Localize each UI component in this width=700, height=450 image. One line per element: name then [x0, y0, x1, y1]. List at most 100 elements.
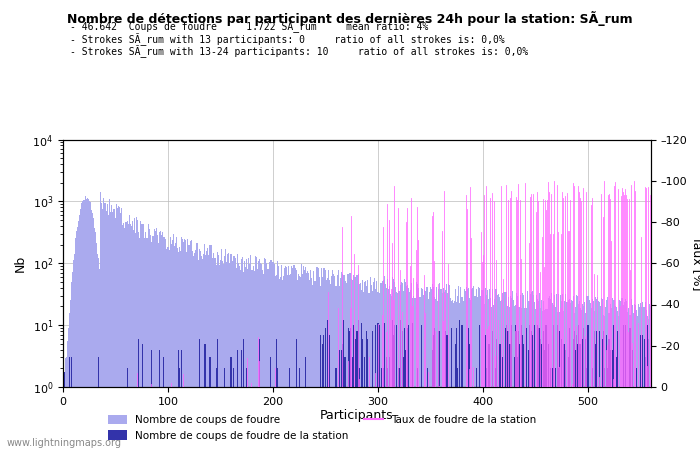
Bar [117, 208, 118, 450]
Bar [314, 281, 316, 450]
Bar [536, 295, 537, 450]
Bar [85, 199, 87, 450]
Bar [123, 223, 125, 450]
Bar [438, 331, 440, 450]
Bar [431, 289, 432, 450]
Bar [459, 303, 461, 450]
Bar [404, 279, 405, 450]
Bar [98, 357, 99, 450]
Bar [265, 259, 266, 450]
Bar [626, 301, 627, 450]
Bar [554, 295, 555, 450]
Bar [172, 240, 173, 450]
Bar [537, 325, 538, 450]
Bar [230, 254, 232, 450]
Bar [94, 228, 95, 450]
Bar [633, 313, 634, 450]
Bar [332, 270, 333, 450]
Bar [85, 387, 87, 450]
Bar [388, 289, 389, 450]
Bar [438, 288, 440, 450]
Bar [505, 292, 507, 450]
Bar [383, 369, 384, 450]
Bar [90, 387, 91, 450]
Bar [518, 331, 519, 450]
Bar [295, 339, 297, 450]
Bar [392, 320, 393, 450]
Bar [490, 297, 491, 450]
Bar [648, 319, 650, 450]
Bar [561, 301, 562, 450]
Bar [375, 289, 377, 450]
Bar [283, 276, 284, 450]
Bar [278, 266, 279, 450]
Bar [393, 279, 394, 450]
Bar [274, 276, 276, 450]
Bar [299, 276, 300, 450]
Bar [538, 301, 539, 450]
Bar [561, 339, 562, 450]
Bar [426, 287, 427, 450]
Bar [251, 270, 253, 450]
Bar [96, 243, 97, 450]
Bar [342, 274, 343, 450]
Bar [639, 307, 640, 450]
Bar [392, 277, 393, 450]
Bar [583, 328, 584, 450]
Bar [138, 339, 139, 450]
Bar [507, 306, 508, 450]
Bar [223, 264, 224, 450]
Bar [341, 272, 342, 450]
Bar [518, 307, 519, 450]
Bar [457, 296, 458, 450]
Bar [634, 304, 635, 450]
Bar [533, 295, 534, 450]
Bar [341, 350, 342, 450]
Bar [463, 289, 465, 450]
Text: www.lightningmaps.org: www.lightningmaps.org [7, 438, 122, 448]
Bar [608, 339, 610, 450]
Bar [287, 275, 288, 450]
Bar [73, 260, 74, 450]
Bar [475, 297, 476, 450]
Bar [389, 286, 390, 450]
Bar [617, 331, 618, 450]
Bar [612, 300, 614, 450]
Bar [645, 357, 646, 450]
Bar [234, 258, 236, 450]
Bar [573, 296, 574, 450]
Bar [238, 263, 239, 450]
Bar [578, 325, 579, 450]
Bar [391, 296, 392, 450]
Bar [141, 224, 142, 450]
Bar [374, 278, 375, 450]
Bar [279, 279, 280, 450]
Bar [580, 308, 581, 450]
Bar [328, 270, 329, 450]
Bar [477, 297, 478, 450]
Bar [331, 276, 332, 450]
Bar [415, 298, 416, 450]
Bar [618, 316, 619, 450]
Bar [206, 251, 207, 450]
Bar [409, 292, 410, 450]
Bar [582, 339, 583, 450]
Bar [299, 369, 300, 450]
Bar [540, 339, 541, 450]
Bar [272, 387, 274, 450]
Bar [585, 313, 587, 450]
Bar [560, 387, 561, 450]
Bar [552, 303, 553, 450]
Bar [114, 209, 115, 450]
Bar [564, 301, 566, 450]
Bar [342, 344, 343, 450]
Bar [121, 208, 122, 450]
Bar [134, 218, 135, 450]
Bar [214, 257, 215, 450]
Bar [496, 339, 497, 450]
Bar [90, 202, 91, 450]
Bar [408, 325, 409, 450]
Bar [173, 234, 174, 450]
Bar [562, 294, 564, 450]
Bar [303, 266, 304, 450]
